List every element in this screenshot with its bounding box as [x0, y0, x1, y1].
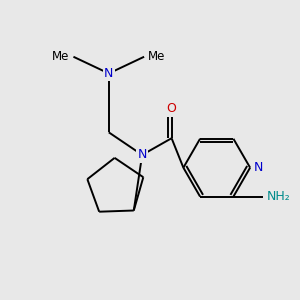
- Text: O: O: [167, 102, 176, 115]
- Text: N: N: [104, 67, 113, 80]
- Text: Me: Me: [148, 50, 165, 63]
- Text: N: N: [254, 161, 263, 174]
- Text: Me: Me: [52, 50, 70, 63]
- Text: NH₂: NH₂: [267, 190, 290, 203]
- Text: N: N: [137, 148, 147, 161]
